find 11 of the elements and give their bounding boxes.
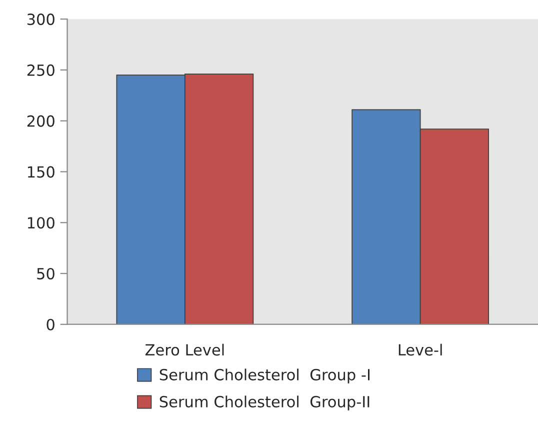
legend-label: Serum Cholesterol Group-II	[160, 396, 370, 410]
x-tick-label: Leve-l	[398, 344, 442, 356]
x-tick-label: Zero Level	[145, 344, 224, 356]
y-tick-label: 250	[27, 64, 54, 76]
y-tick-label: 100	[28, 217, 54, 229]
y-tick-label: 300	[27, 14, 54, 26]
y-tick-label: 0	[46, 318, 54, 330]
y-tick-label: 50	[37, 268, 54, 280]
y-tick-label: 200	[27, 115, 54, 127]
legend-label: Serum Cholesterol Group -I	[160, 368, 370, 384]
y-tick-label: 150	[28, 166, 54, 178]
